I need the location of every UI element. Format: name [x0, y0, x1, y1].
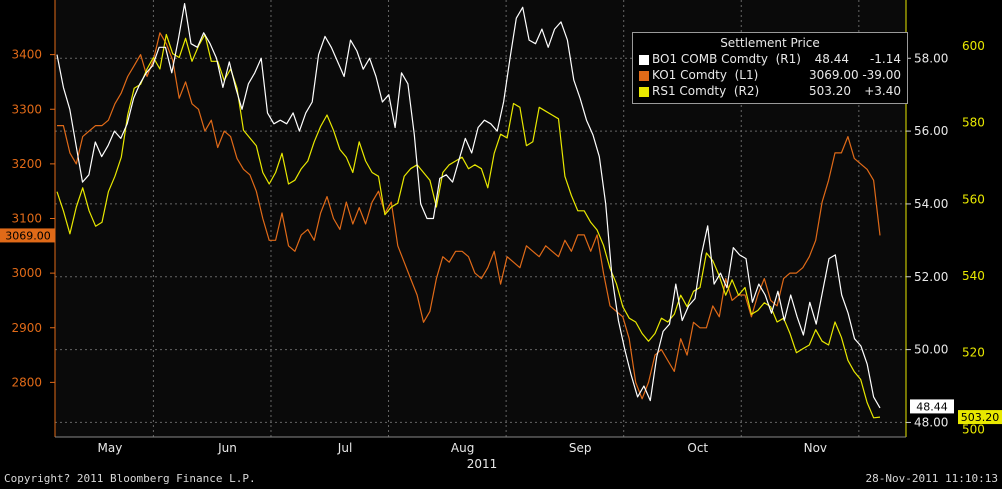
right-axis1-tick-label: 54.00 [914, 197, 948, 211]
x-axis-year-label: 2011 [467, 457, 498, 471]
left-axis-tick-label: 3100 [11, 212, 42, 226]
copyright-text: Copyright? 2011 Bloomberg Finance L.P. [4, 472, 256, 485]
axis-ticks [50, 54, 911, 423]
legend-value-ko1: 3069.00 [809, 68, 859, 82]
left-axis-tick-label: 3200 [11, 157, 42, 171]
left-axis-tick-label: 3000 [11, 266, 42, 280]
series-lines [56, 2, 881, 419]
right2-last-value-label: 503.20 [961, 411, 1000, 424]
right-axis2-tick-label: 540 [962, 269, 985, 283]
grid-lines [55, 0, 906, 437]
legend-swatch-bo1 [639, 55, 649, 65]
legend-title: Settlement Price [720, 36, 820, 50]
right-axis1-tick-label: 58.00 [914, 51, 948, 65]
legend-change-bo1: -1.14 [869, 52, 901, 66]
legend: Settlement Price BO1 COMB Comdty (R1) 48… [632, 32, 908, 104]
legend-item-bo1: BO1 COMB Comdty (R1) 48.44 -1.14 [633, 52, 907, 68]
right-axis2-tick-label: 560 [962, 192, 985, 206]
left-last-value-label: 3069.00 [5, 229, 51, 242]
left-axis-tick-label: 2800 [11, 375, 42, 389]
x-axis-month-label: Aug [451, 441, 474, 455]
right-axis1-tick-label: 50.00 [914, 343, 948, 357]
legend-item-ko1: KO1 Comdty (L1) 3069.00 -39.00 [633, 68, 907, 84]
legend-name-bo1: BO1 COMB Comdty (R1) [652, 52, 801, 66]
legend-value-bo1: 48.44 [814, 52, 849, 66]
legend-item-rs1: RS1 Comdty (R2) 503.20 +3.40 [633, 84, 907, 100]
x-axis-month-label: Oct [687, 441, 708, 455]
right-axis1-tick-label: 56.00 [914, 124, 948, 138]
legend-swatch-ko1 [639, 71, 649, 81]
right-axis2-tick-label: 580 [962, 116, 985, 130]
right1-last-value-label: 48.44 [916, 400, 948, 413]
right-axis1-tick-label: 48.00 [914, 415, 948, 429]
series-line-ko1 [57, 32, 881, 400]
left-axis-tick-label: 3300 [11, 102, 42, 116]
right-axis2-tick-label: 500 [962, 422, 985, 436]
series-line-bo1 [56, 2, 881, 409]
legend-change-rs1: +3.40 [864, 84, 901, 98]
right2-last-value-flag [958, 410, 1002, 425]
legend-change-ko1: -39.00 [862, 68, 901, 82]
left-axis-tick-label: 3400 [11, 48, 42, 62]
legend-name-rs1: RS1 Comdty (R2) [652, 84, 760, 98]
legend-name-ko1: KO1 Comdty (L1) [652, 68, 759, 82]
right-axis2-tick-label: 520 [962, 346, 985, 360]
right-axis1-tick-label: 52.00 [914, 270, 948, 284]
axis-labels: 2800 2900 3000 3100 3200 3300 3400 48.00 50.00 52… [0, 39, 1002, 455]
legend-value-rs1: 503.20 [809, 84, 851, 98]
legend-swatch-rs1 [639, 87, 649, 97]
timestamp-text: 28-Nov-2011 11:10:13 [865, 472, 998, 485]
right-axis2-tick-label: 600 [962, 39, 985, 53]
left-last-value-flag [0, 228, 55, 243]
right1-last-value-flag [910, 399, 954, 414]
left-axis-tick-label: 2900 [11, 321, 42, 335]
x-axis-month-label: Sep [569, 441, 592, 455]
x-axis-month-label: Jun [217, 441, 237, 455]
x-axis-month-label: Nov [804, 441, 827, 455]
series-line-rs1 [56, 33, 881, 419]
x-axis-month-label: Jul [337, 441, 352, 455]
x-axis-month-label: May [98, 441, 123, 455]
